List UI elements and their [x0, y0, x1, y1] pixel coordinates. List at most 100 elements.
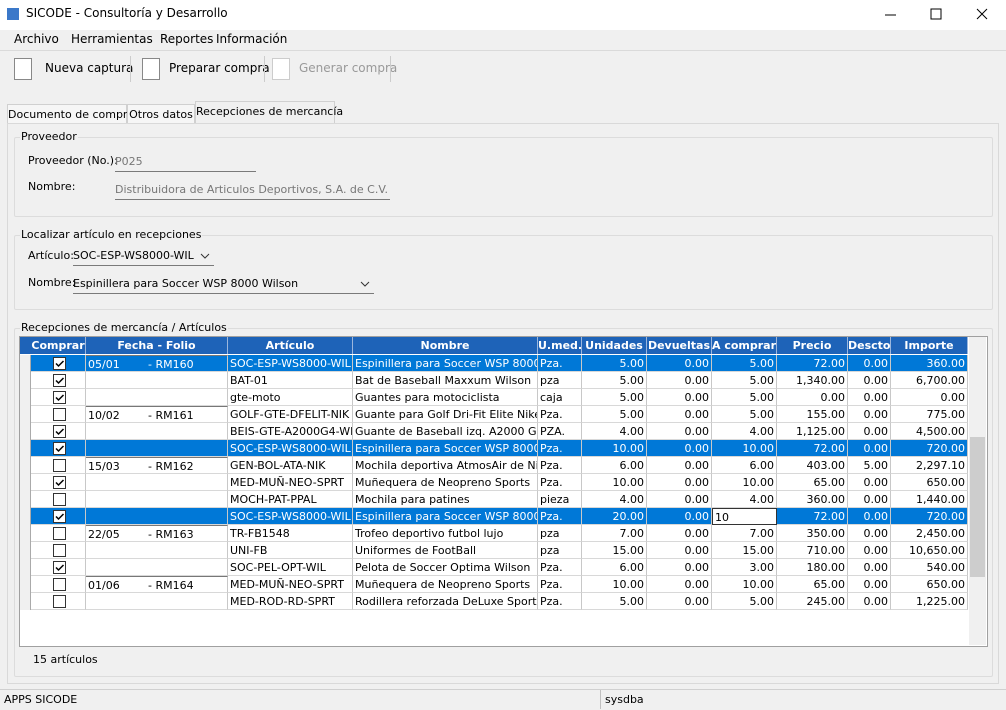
tab[interactable]: Documento de compra	[7, 104, 134, 123]
separator	[390, 56, 391, 82]
checkbox[interactable]	[53, 357, 66, 370]
umed-cell: Pza.	[538, 406, 582, 423]
unidades-cell: 5.00	[582, 593, 647, 610]
articulo-cell: MED-ROD-RD-SPRT	[228, 593, 353, 610]
combo-value: SOC-ESP-WS8000-WIL	[73, 249, 194, 262]
precio-cell: 360.00	[777, 491, 848, 508]
column-header: A comprar	[712, 337, 777, 354]
articulo-cell: BEIS-GTE-A2000G4-WIL	[228, 423, 353, 440]
window-controls[interactable]	[870, 0, 1006, 30]
menu-item[interactable]: Información	[216, 32, 288, 46]
fecha-folio-cell	[86, 474, 228, 491]
toolbar-button[interactable]: Preparar compra	[169, 61, 270, 75]
devueltas-cell: 0.00	[647, 508, 712, 525]
fecha: 05/01	[88, 358, 120, 371]
row-indicator	[20, 389, 31, 406]
fecha: 15/03	[88, 460, 120, 473]
separator	[264, 56, 265, 82]
checkbox[interactable]	[53, 578, 66, 591]
dropdown-arrow[interactable]	[360, 280, 370, 288]
nombre-cell: Muñequera de Neopreno Sports	[353, 474, 538, 491]
scrollbar[interactable]	[969, 337, 986, 645]
importe-cell: 650.00	[891, 576, 968, 593]
column-header: Nombre	[353, 337, 538, 354]
nombre-cell: Mochila para patines	[353, 491, 538, 508]
toolbar-button[interactable]: Generar compra	[299, 61, 398, 75]
tab[interactable]: Otros datos	[127, 104, 195, 123]
column-header: Precio	[777, 337, 848, 354]
nombre-cell: Uniformes de FootBall	[353, 542, 538, 559]
dropdown-arrow[interactable]	[200, 252, 210, 260]
tab[interactable]: Recepciones de mercancía	[195, 101, 343, 123]
unidades-cell: 10.00	[582, 576, 647, 593]
fecha: 01/06	[88, 579, 120, 592]
checkbox[interactable]	[53, 408, 66, 421]
umed-cell: pieza	[538, 491, 582, 508]
importe-cell: 2,297.10	[891, 457, 968, 474]
precio-cell: 72.00	[777, 508, 848, 525]
checkbox[interactable]	[53, 459, 66, 472]
check-mark	[55, 428, 65, 436]
unidades-cell: 4.00	[582, 423, 647, 440]
checkbox[interactable]	[53, 561, 66, 574]
checkbox[interactable]	[53, 595, 66, 608]
toolbar-button[interactable]: Nueva captura	[45, 61, 134, 75]
checkbox[interactable]	[53, 442, 66, 455]
row-indicator	[20, 423, 31, 440]
proveedor-number: P025	[115, 155, 256, 172]
fecha-folio-cell: 15/03 - RM162	[86, 457, 228, 474]
unidades-cell: 15.00	[582, 542, 647, 559]
umed-cell: Pza.	[538, 508, 582, 525]
check-mark	[55, 394, 65, 402]
row-count: 15 artículos	[33, 653, 98, 666]
umed-cell: pza	[538, 525, 582, 542]
checkbox[interactable]	[53, 527, 66, 540]
descto-cell: 0.00	[848, 542, 891, 559]
checkbox[interactable]	[53, 510, 66, 523]
combo-value: Espinillera para Soccer WSP 8000 Wilson	[73, 277, 299, 290]
devueltas-cell: 0.00	[647, 542, 712, 559]
fecha: 10/02	[88, 409, 120, 422]
devueltas-cell: 0.00	[647, 372, 712, 389]
importe-cell: 4,500.00	[891, 423, 968, 440]
label: Artículo:	[28, 249, 74, 262]
umed-cell: PZA.	[538, 423, 582, 440]
umed-cell: Pza.	[538, 355, 582, 372]
label: Proveedor (No.):	[28, 154, 118, 167]
devueltas-cell: 0.00	[647, 525, 712, 542]
a_comprar-cell: 15.00	[712, 542, 777, 559]
checkbox[interactable]	[53, 374, 66, 387]
precio-cell: 72.00	[777, 355, 848, 372]
a_comprar-cell: 6.00	[712, 457, 777, 474]
fecha-folio-cell	[86, 389, 228, 406]
row-indicator	[20, 508, 31, 525]
nombre-combo[interactable]: Espinillera para Soccer WSP 8000 Wilson	[73, 277, 374, 294]
a_comprar-cell[interactable]: 10	[712, 508, 777, 525]
descto-cell: 0.00	[848, 525, 891, 542]
nombre-cell: Mochila deportiva AtmosAir de Nike.	[353, 457, 538, 474]
descto-cell: 0.00	[848, 576, 891, 593]
column-header: Unidades	[582, 337, 647, 354]
articulo-cell: GEN-BOL-ATA-NIK	[228, 457, 353, 474]
a_comprar-cell: 5.00	[712, 593, 777, 610]
checkbox[interactable]	[53, 493, 66, 506]
menu-item[interactable]: Herramientas	[71, 32, 153, 46]
toolbar-icon	[272, 58, 290, 80]
fecha-folio-cell	[86, 440, 228, 457]
unidades-cell: 10.00	[582, 474, 647, 491]
a_comprar-cell: 5.00	[712, 406, 777, 423]
menu-item[interactable]: Archivo	[14, 32, 59, 46]
articulo-cell: UNI-FB	[228, 542, 353, 559]
nombre-cell: Pelota de Soccer Optima Wilson	[353, 559, 538, 576]
a_comprar-cell: 3.00	[712, 559, 777, 576]
checkbox[interactable]	[53, 476, 66, 489]
articulo-combo[interactable]: SOC-ESP-WS8000-WIL	[73, 249, 214, 266]
menu-item[interactable]: Reportes	[160, 32, 214, 46]
checkbox[interactable]	[53, 391, 66, 404]
checkbox[interactable]	[53, 425, 66, 438]
descto-cell: 0.00	[848, 491, 891, 508]
scroll-thumb[interactable]	[970, 437, 985, 577]
checkbox[interactable]	[53, 544, 66, 557]
importe-cell: 540.00	[891, 559, 968, 576]
folio: - RM161	[148, 409, 194, 422]
